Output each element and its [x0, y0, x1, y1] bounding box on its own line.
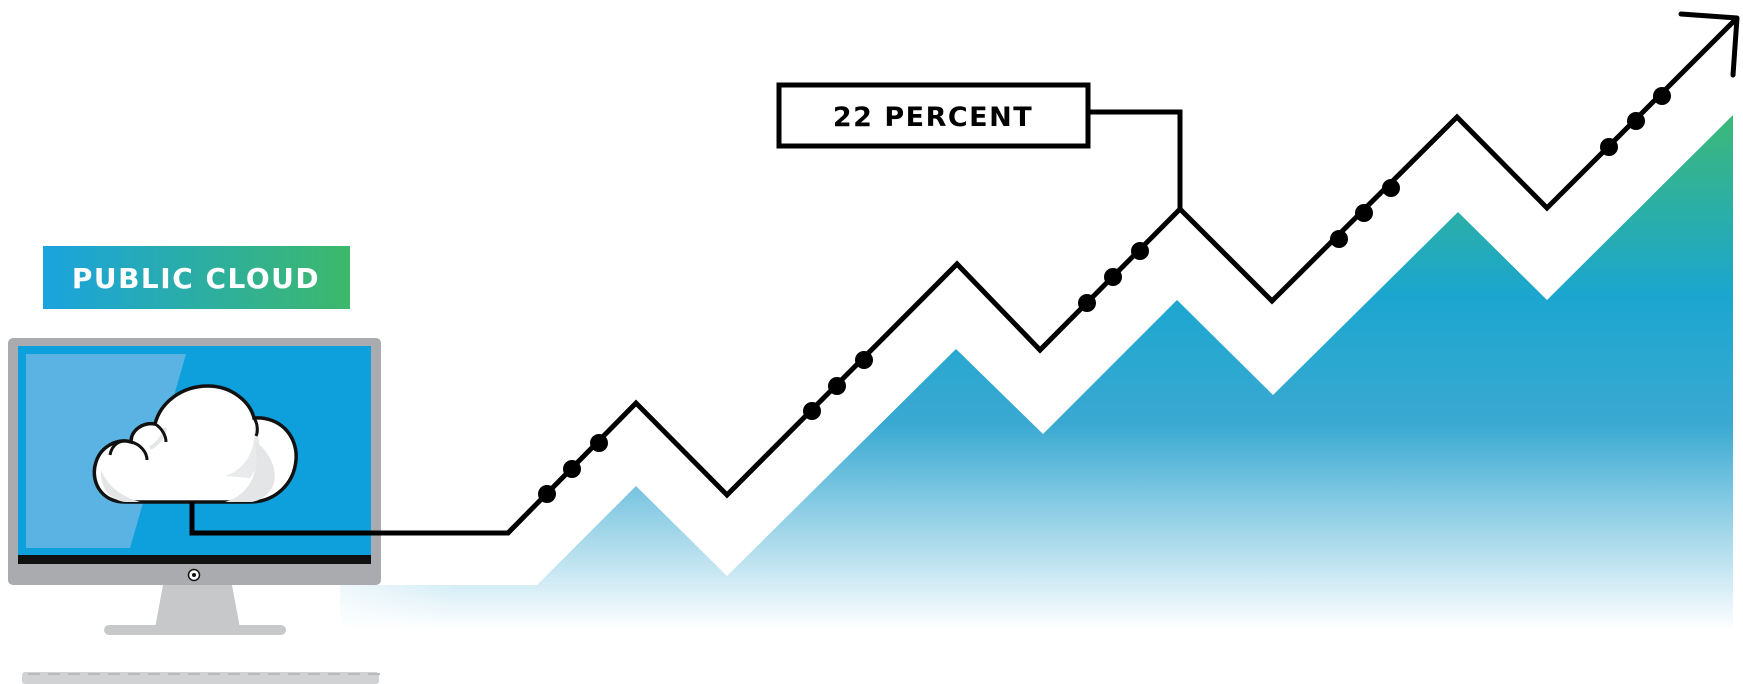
public-cloud-label: PUBLIC CLOUD: [72, 262, 320, 295]
segment-dot: [538, 485, 556, 503]
segment-dot: [1330, 230, 1348, 248]
segment-dot: [803, 402, 821, 420]
segment-dot: [563, 460, 581, 478]
public-cloud-badge: PUBLIC CLOUD: [43, 246, 350, 309]
segment-dot: [1131, 242, 1149, 260]
segment-dot: [1382, 179, 1400, 197]
keyboard: [22, 672, 380, 684]
segment-dot: [828, 377, 846, 395]
segment-dots: [538, 87, 1671, 503]
segment-dot: [590, 434, 608, 452]
growth-line: [189, 11, 1740, 536]
arrow-up-right-icon: [1678, 11, 1740, 78]
segment-dot: [1627, 112, 1645, 130]
segment-dot: [1104, 268, 1122, 286]
segment-dot: [1355, 204, 1373, 222]
segment-dot: [855, 351, 873, 369]
callout-label: 22 PERCENT: [833, 102, 1033, 133]
segment-dot: [1078, 294, 1096, 312]
segment-dot: [1600, 138, 1618, 156]
callout: 22 PERCENT: [776, 82, 1183, 209]
growth-area: [340, 115, 1733, 640]
segment-dot: [1653, 87, 1671, 105]
cloud-icon: [92, 384, 298, 504]
